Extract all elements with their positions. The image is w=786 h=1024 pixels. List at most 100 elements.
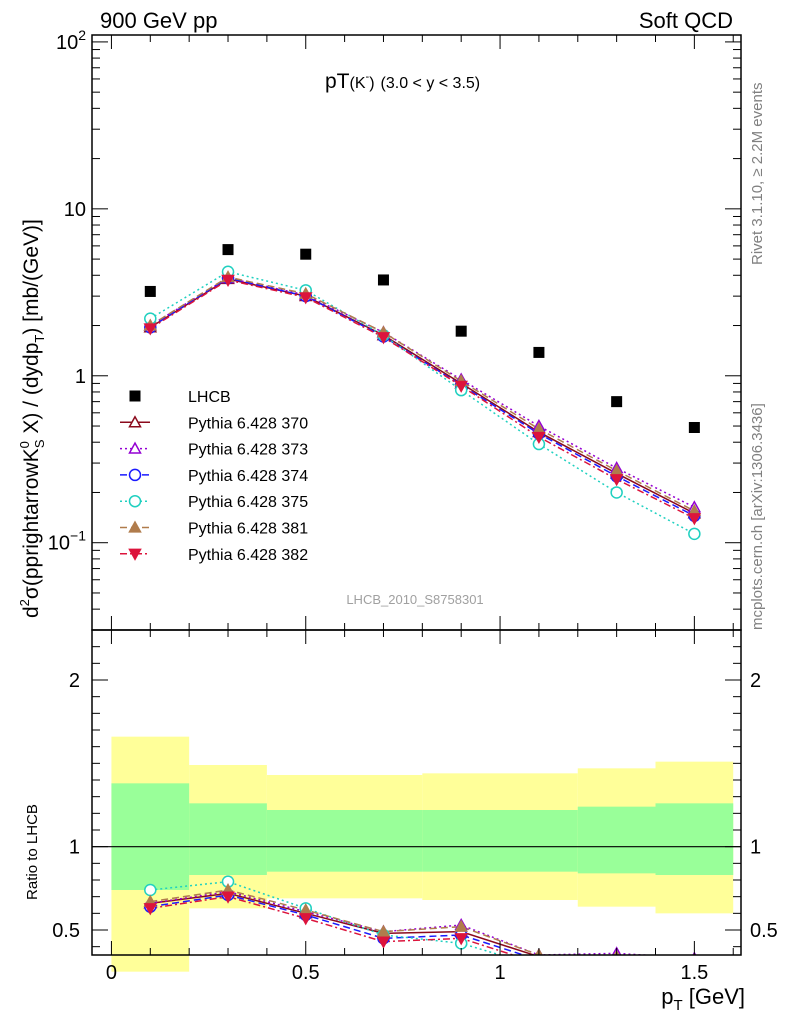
ratio-y-tick-label-left: 2	[69, 670, 80, 692]
ratio-data-point	[143, 903, 158, 916]
ratio-data-point	[611, 958, 622, 969]
ratio-series-line	[150, 894, 526, 955]
ratio-data-point	[454, 919, 468, 932]
x-axis-label-main: p	[661, 984, 673, 1009]
ratio-y-tick-label-right: 0.5	[750, 920, 778, 942]
data-point	[300, 248, 312, 260]
stat-uncertainty-band	[422, 810, 578, 872]
x-tick-label: 0	[106, 962, 117, 984]
series-line	[149, 276, 695, 512]
ratio-data-point	[221, 891, 235, 904]
ratio-series-line	[150, 880, 503, 955]
stat-uncertainty-band	[266, 810, 423, 872]
series-line	[149, 277, 695, 517]
ratio-data-point	[611, 961, 622, 972]
legend-marker	[128, 494, 142, 508]
plot-title-particle: (K	[350, 75, 366, 92]
legend-marker	[128, 441, 142, 454]
data-point	[609, 474, 624, 487]
y-tick-label-base: 10	[56, 32, 78, 54]
ratio-series-line	[150, 895, 516, 955]
x-tick-label: 1.5	[680, 962, 708, 984]
y-axis-label-tail-sub: T	[32, 335, 47, 343]
y-axis-label-body-sub: S	[32, 439, 47, 448]
series-line	[149, 278, 695, 514]
rivet-label: Rivet 3.1.10, ≥ 2.2M events	[749, 83, 766, 266]
data-point	[222, 244, 234, 256]
y-axis-label-body: σ(pprightarrowK	[20, 448, 43, 599]
plot-title-particle-close: )	[369, 75, 374, 92]
data-point	[688, 421, 700, 433]
ratio-y-tick-label-right: 2	[750, 670, 761, 692]
ratio-data-point	[144, 883, 157, 897]
data-point	[611, 396, 623, 408]
ratio-data-point	[298, 913, 313, 926]
ratio-data-point	[611, 961, 622, 971]
y-tick-label-exp: 2	[78, 27, 86, 43]
data-point	[454, 380, 468, 393]
x-tick-label: 0.5	[292, 962, 320, 984]
y-tick-label-base: 10	[48, 533, 70, 555]
series-line	[149, 279, 695, 519]
stat-uncertainty-band	[111, 783, 190, 890]
ratio-data-point	[611, 958, 622, 968]
y-axis-label-prefix-sup: 2	[17, 599, 32, 606]
y-tick-label: 1	[75, 366, 86, 388]
data-point	[455, 325, 467, 337]
y-tick-label: 102	[56, 27, 86, 54]
ratio-series-group	[143, 875, 697, 972]
ratio-frame	[91, 629, 742, 956]
ratio-y-label: Ratio to LHCB	[24, 804, 41, 900]
data-point	[533, 346, 545, 358]
data-point	[143, 323, 158, 336]
analysis-label: LHCB_2010_S8758301	[346, 592, 483, 607]
y-axis-label-prefix: d	[20, 606, 43, 618]
legend-label: Pythia 6.428 370	[188, 415, 308, 432]
legend-label: LHCB	[188, 389, 231, 406]
ratio-y-tick-label-left: 1	[69, 837, 80, 859]
y-axis-label: d2σ(pprightarrowK0S X) / (dydpT) [mb/(Ge…	[17, 219, 47, 618]
ratio-series-line	[150, 889, 574, 955]
y-axis-label-body-tail: X) / (dydp	[20, 343, 43, 440]
legend-label: Pythia 6.428 382	[188, 547, 308, 564]
x-axis-label-unit: [GeV]	[683, 984, 745, 1009]
x-tick-label: 1	[494, 962, 505, 984]
plot-title-range: (3.0 < y < 3.5)	[381, 75, 481, 92]
legend-label: Pythia 6.428 375	[188, 494, 308, 511]
data-point	[144, 285, 156, 297]
x-axis-label: pT [GeV]	[661, 984, 745, 1014]
legend-marker	[128, 468, 142, 482]
data-point	[376, 332, 391, 345]
ratio-panel: 0 0.5 1 1.5 0.5 0.5 1 1 2 2	[52, 629, 778, 984]
x-axis-label-sub: T	[673, 997, 682, 1014]
legend-label: Pythia 6.428 381	[188, 521, 308, 538]
ratio-series-line	[150, 892, 537, 955]
ratio-data-point	[454, 933, 468, 946]
ratio-series-line	[150, 890, 655, 955]
plot-title: pT(K-) (3.0 < y < 3.5)	[325, 70, 480, 93]
header-right: Soft QCD	[639, 8, 733, 33]
stat-uncertainty-band	[577, 806, 656, 874]
legend-marker	[129, 390, 141, 402]
data-point	[687, 513, 702, 526]
stat-uncertainty-band	[189, 803, 267, 875]
legend-label: Pythia 6.428 374	[188, 468, 308, 485]
ratio-data-point	[376, 924, 391, 937]
y-axis-label-tail-close: ) [mb/(GeV)]	[20, 219, 43, 335]
y-tick-label: 10	[64, 199, 86, 221]
data-point	[532, 431, 546, 445]
y-tick-label: 10−1	[48, 528, 86, 555]
legend-marker	[128, 548, 142, 561]
plot-title-main: pT	[325, 70, 350, 93]
ratio-data-point	[535, 953, 543, 955]
ratio-data-point	[533, 961, 544, 972]
ratio-y-tick-label-left: 0.5	[52, 920, 80, 942]
series-line	[149, 270, 695, 535]
ratio-data-point	[376, 936, 391, 949]
y-tick-label-exp: −1	[70, 528, 86, 544]
data-point	[377, 274, 389, 286]
legend-marker	[128, 520, 142, 533]
legend-marker	[128, 415, 142, 428]
